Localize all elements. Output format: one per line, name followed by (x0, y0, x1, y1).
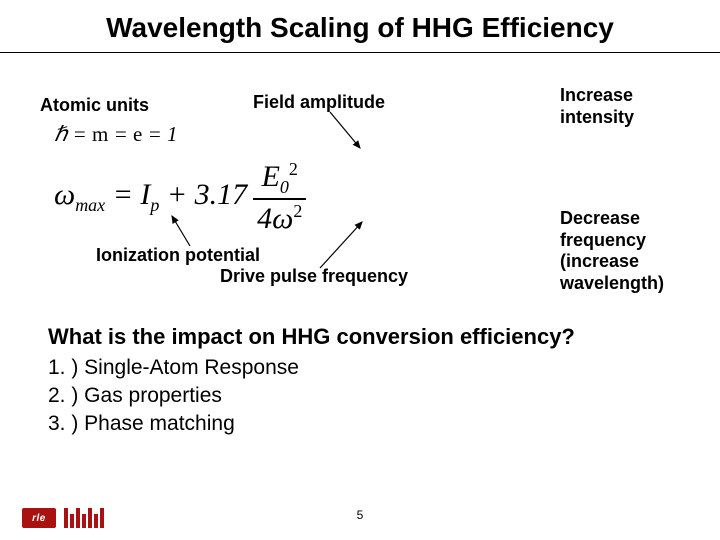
label-field-amplitude: Field amplitude (253, 92, 385, 113)
list-item-3: 3. ) Phase matching (48, 412, 235, 436)
list-item-1: 1. ) Single-Atom Response (48, 356, 299, 380)
equation-main: ωmax = Ip + 3.17 E02 4ω2 (54, 160, 306, 234)
label-ionization-potential: Ionization potential (96, 245, 260, 266)
question-text: What is the impact on HHG conversion eff… (48, 324, 575, 350)
slide: Wavelength Scaling of HHG Efficiency Ato… (0, 0, 720, 540)
equation-atomic-units: ℏ = m = e = 1 (54, 122, 178, 147)
label-atomic-units: Atomic units (40, 95, 149, 116)
equation-main-left: ωmax = Ip + 3.17 (54, 180, 247, 214)
equation-numerator: E02 (258, 160, 302, 196)
rle-logo: rle (22, 508, 56, 528)
page-number: 5 (0, 508, 720, 522)
equation-fraction: E02 4ω2 (253, 160, 306, 234)
label-drive-pulse-frequency: Drive pulse frequency (220, 266, 408, 287)
slide-title: Wavelength Scaling of HHG Efficiency (0, 12, 720, 44)
list-item-2: 2. ) Gas properties (48, 384, 222, 408)
mit-logo (64, 508, 104, 528)
title-rule (0, 52, 720, 53)
fraction-bar (253, 198, 306, 200)
equation-denominator: 4ω2 (253, 202, 306, 234)
label-decrease-frequency: Decrease frequency (increase wavelength) (560, 208, 664, 294)
footer-logos: rle (22, 508, 104, 528)
label-increase-intensity: Increase intensity (560, 85, 634, 128)
